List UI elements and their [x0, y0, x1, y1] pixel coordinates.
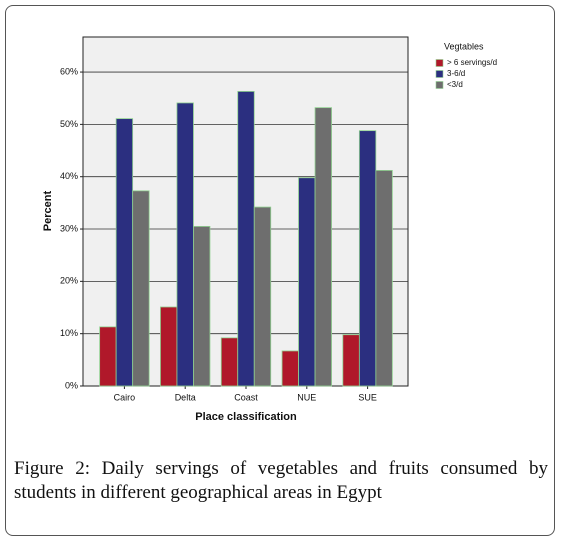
bar — [358, 130, 377, 387]
bar — [160, 306, 178, 387]
bar — [375, 170, 393, 387]
legend-label: <3/d — [447, 80, 463, 89]
bar — [132, 190, 150, 387]
legend-label: > 6 servings/d — [447, 58, 497, 67]
chart: Percent Place classification Vegtables 0… — [42, 36, 497, 423]
legend-swatch — [435, 59, 444, 67]
y-tick-label: 50% — [60, 119, 78, 129]
x-axis-title: Place classification — [195, 411, 297, 423]
x-tick-label: NUE — [297, 392, 316, 402]
legend-swatch — [435, 70, 444, 78]
bar — [342, 334, 360, 387]
caption: Figure 2: Daily servings of vegetables a… — [14, 458, 548, 503]
bar — [237, 91, 255, 387]
x-tick-label: SUE — [358, 392, 377, 402]
bar — [298, 177, 316, 387]
y-tick-label: 10% — [60, 328, 78, 338]
bar — [281, 350, 299, 387]
bar — [176, 102, 194, 387]
bar — [314, 107, 332, 387]
bar — [220, 337, 239, 387]
y-tick-label: 60% — [60, 66, 78, 76]
y-axis-title: Percent — [42, 190, 54, 231]
y-tick-label: 20% — [60, 276, 78, 286]
x-tick-label: Cairo — [114, 392, 136, 402]
bar — [99, 326, 117, 387]
y-tick-label: 30% — [60, 223, 78, 233]
bar — [253, 206, 272, 387]
legend-title: Vegtables — [444, 41, 484, 51]
figure-frame — [5, 5, 555, 536]
bar — [115, 118, 134, 387]
legend-label: 3-6/d — [447, 69, 465, 78]
legend-swatch — [435, 81, 444, 89]
bar — [193, 226, 211, 387]
y-tick-label: 0% — [65, 380, 78, 390]
x-tick-label: Delta — [175, 392, 196, 402]
y-tick-label: 40% — [60, 171, 78, 181]
x-tick-label: Coast — [234, 392, 258, 402]
